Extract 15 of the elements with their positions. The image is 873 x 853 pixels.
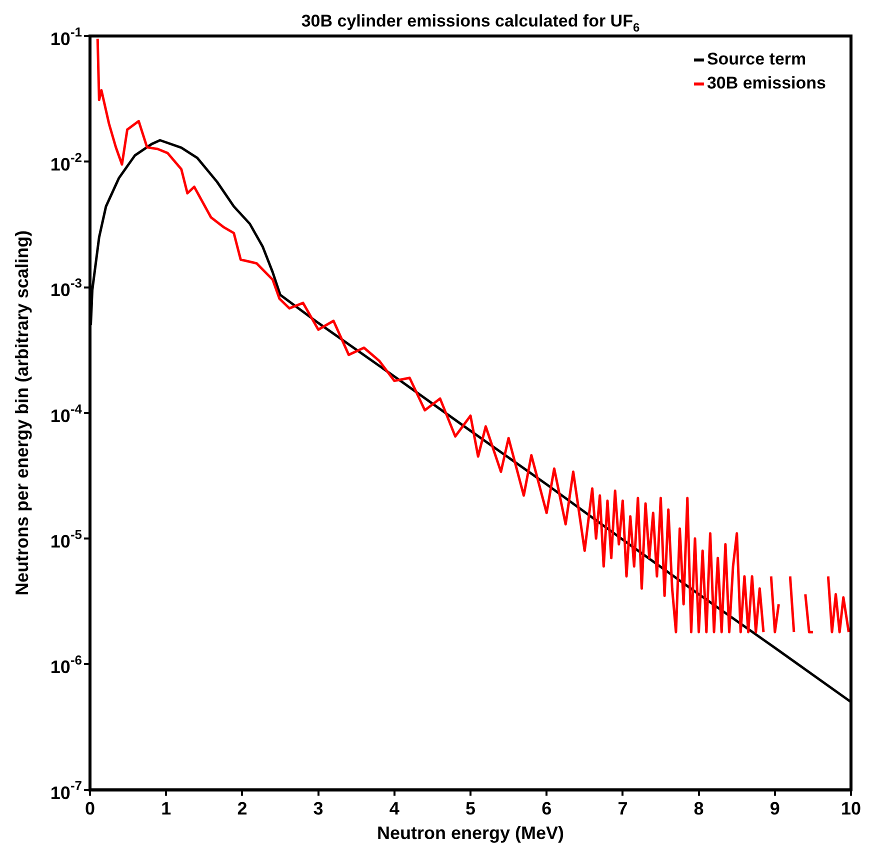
x-tick-label: 10	[840, 798, 862, 819]
x-tick-label: 1	[161, 798, 172, 819]
x-axis-title: Neutron energy (MeV)	[376, 823, 564, 844]
legend-label: 30B emissions	[706, 74, 826, 93]
x-tick-label: 2	[237, 798, 248, 819]
x-tick-label: 3	[313, 798, 324, 819]
x-tick-label: 6	[542, 798, 552, 819]
x-tick-label: 9	[770, 798, 780, 819]
x-tick-label: 4	[389, 798, 400, 819]
y-axis-title: Neutrons per energy bin (arbitrary scaling)	[12, 230, 32, 596]
legend-label: Source term	[706, 50, 806, 69]
x-tick-label: 7	[618, 798, 628, 819]
x-tick-label: 8	[694, 798, 704, 819]
x-tick-label: 0	[84, 798, 96, 819]
x-tick-label: 5	[465, 798, 476, 819]
